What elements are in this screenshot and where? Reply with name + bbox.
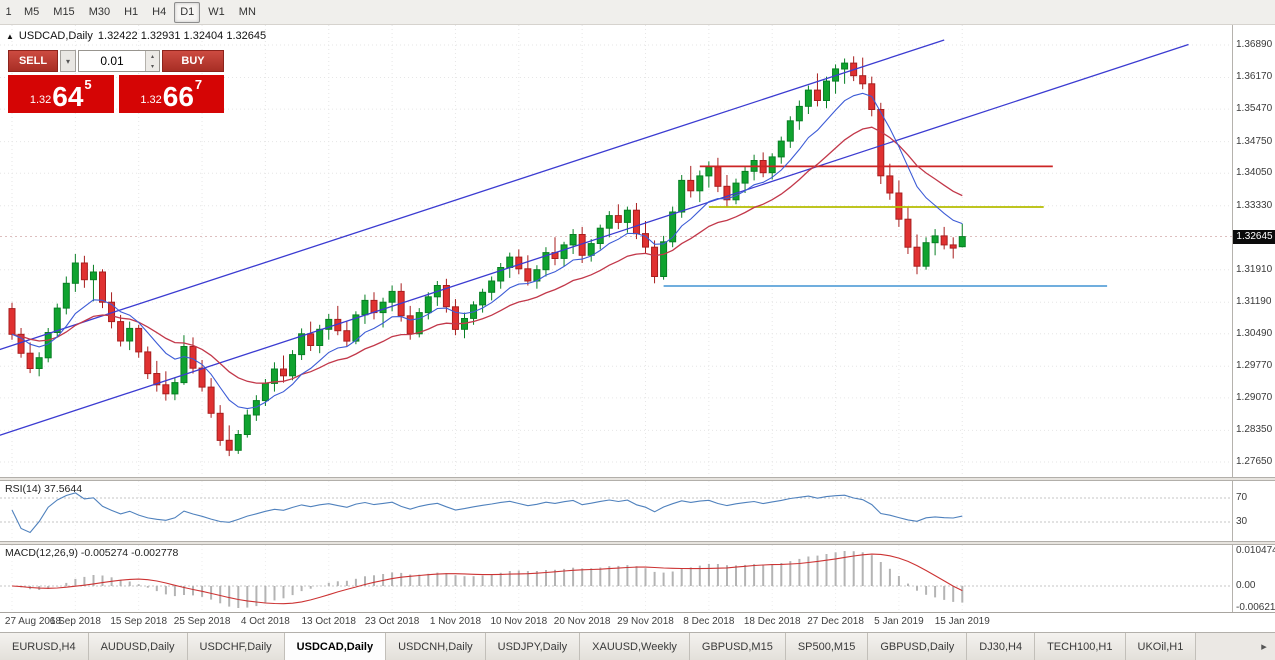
one-click-trading-panel: SELL ▾ 0.01 ▴ ▾ BUY 1.32 64 5: [8, 50, 224, 113]
buy-price-pip-digit: 7: [194, 77, 203, 92]
price-axis-label: 1.27650: [1236, 456, 1273, 467]
tab-usdjpy-daily[interactable]: USDJPY,Daily: [485, 633, 581, 660]
date-label: 27 Aug 2018: [4, 616, 62, 627]
rsi-plot[interactable]: [0, 481, 1232, 541]
timeframe-button-m15[interactable]: M15: [53, 6, 75, 18]
date-label: 25 Sep 2018: [173, 616, 231, 627]
rsi-pane: RSI(14) 37.5644: [0, 481, 1232, 541]
tab-dj30-h4[interactable]: DJ30,H4: [967, 633, 1036, 660]
tab-scroll-right-button[interactable]: ▸: [1253, 633, 1275, 660]
tab-usdchf-daily[interactable]: USDCHF,Daily: [187, 633, 285, 660]
order-type-dropdown-button[interactable]: ▾: [60, 50, 76, 72]
date-label: 20 Nov 2018: [553, 616, 611, 627]
macd-label: MACD(12,26,9) -0.005274 -0.002778: [5, 547, 179, 559]
spinner-down-icon: ▾: [150, 63, 154, 70]
date-label: 27 Dec 2018: [807, 616, 864, 627]
price-axis-label: 1.30490: [1236, 327, 1273, 339]
price-axis-label: 1.31910: [1236, 263, 1273, 275]
tab-audusd-daily[interactable]: AUDUSD,Daily: [88, 633, 188, 660]
date-label: 1 Nov 2018: [429, 616, 482, 627]
date-label: 23 Oct 2018: [364, 616, 420, 627]
date-label: 15 Jan 2019: [934, 616, 990, 627]
current-price-badge: 1.32645: [1233, 229, 1275, 244]
buy-button[interactable]: BUY: [162, 50, 224, 72]
date-label: 29 Nov 2018: [617, 616, 674, 627]
date-label: 18 Dec 2018: [743, 616, 801, 627]
timeframe-button-d1[interactable]: D1: [174, 1, 201, 23]
tab-usdcad-daily[interactable]: USDCAD,Daily: [284, 633, 387, 660]
rsi-axis-label: 30: [1236, 516, 1248, 527]
timeframe-button-m30[interactable]: M30: [88, 6, 111, 18]
tab-gbpusd-m15[interactable]: GBPUSD,M15: [689, 633, 786, 660]
macd-pane: MACD(12,26,9) -0.005274 -0.002778: [0, 545, 1232, 612]
price-axis[interactable]: 1.36890 1.36170 1.35470 1.34750 1.34050 1.333…: [1232, 25, 1275, 613]
sell-price-big-digits: 64: [52, 81, 84, 113]
sell-price-prefix: 1.32: [29, 94, 52, 106]
price-axis-label: 1.34050: [1236, 167, 1273, 179]
tab-tech100-h1[interactable]: TECH100,H1: [1035, 633, 1126, 660]
tab-xauusd-weekly[interactable]: XAUUSD,Weekly: [580, 633, 690, 660]
date-label: 5 Jan 2019: [874, 616, 924, 627]
price-axis-label: 1.28350: [1236, 424, 1273, 436]
chart-ohlc-values: 1.32422 1.32931 1.32404 1.32645: [97, 30, 267, 42]
date-label: 10 Nov 2018: [490, 616, 548, 627]
date-label: 8 Dec 2018: [683, 616, 735, 627]
date-label: 4 Oct 2018: [240, 616, 290, 627]
date-label: 15 Sep 2018: [110, 616, 168, 627]
tab-sp500-m15[interactable]: SP500,M15: [785, 633, 869, 660]
macd-axis-label: -0.006218: [1236, 602, 1275, 613]
date-label: 6 Sep 2018: [49, 616, 101, 627]
tab-usdcnh-daily[interactable]: USDCNH,Daily: [386, 633, 486, 660]
buy-price-prefix: 1.32: [140, 94, 162, 106]
tab-ukoil-h1[interactable]: UKOil,H1: [1125, 633, 1197, 660]
sell-price-display[interactable]: 1.32 64 5: [8, 75, 114, 113]
sell-price-pip-digit: 5: [84, 77, 92, 92]
time-axis[interactable]: 27 Aug 2018 6 Sep 2018 15 Sep 2018 25 Sep 2…: [0, 612, 1275, 632]
volume-stepper[interactable]: ▴ ▾: [145, 51, 159, 71]
pane-divider[interactable]: [0, 541, 1275, 545]
chevron-right-icon: ▸: [1261, 641, 1267, 653]
timeframe-button-mn[interactable]: MN: [238, 6, 256, 18]
macd-axis-label: 0.00: [1236, 580, 1256, 592]
price-axis-label: 1.29770: [1236, 360, 1273, 372]
symbol-marker-icon: ▲: [6, 31, 14, 41]
rsi-label: RSI(14) 37.5644: [5, 483, 83, 495]
chart-symbol-label: USDCAD,Daily: [18, 30, 93, 42]
timeframe-button-w1[interactable]: W1: [208, 6, 225, 18]
price-axis-label: 1.36890: [1236, 39, 1273, 50]
timeframe-toolbar: 1 M5 M15 M30 H1 H4 D1 W1 MN: [0, 0, 1275, 25]
volume-value: 0.01: [100, 54, 124, 68]
price-axis-label: 1.36170: [1236, 71, 1273, 83]
candlestick-chart[interactable]: [0, 25, 1232, 477]
date-label: 13 Oct 2018: [301, 616, 356, 627]
pane-divider[interactable]: [0, 477, 1275, 481]
timeframe-button-m5[interactable]: M5: [24, 6, 40, 18]
tab-gbpusd-daily[interactable]: GBPUSD,Daily: [868, 633, 968, 660]
chevron-down-icon: ▾: [65, 56, 70, 66]
macd-axis-label: 0.010474: [1236, 545, 1275, 556]
macd-plot[interactable]: [0, 545, 1232, 612]
price-axis-label: 1.33330: [1236, 199, 1273, 211]
tab-eurusd-h4[interactable]: EURUSD,H4: [0, 633, 89, 660]
price-axis-label: 1.29070: [1236, 391, 1273, 403]
timeframe-button-h1[interactable]: H1: [124, 6, 139, 18]
buy-price-big-digits: 66: [162, 81, 194, 113]
spinner-up-icon: ▴: [150, 53, 154, 60]
chart-header: ▲ USDCAD,Daily 1.32422 1.32931 1.32404 1…: [6, 30, 266, 42]
rsi-axis-label: 70: [1236, 492, 1248, 503]
price-axis-label: 1.31190: [1236, 296, 1272, 308]
timeframe-button-m1[interactable]: 1: [5, 6, 12, 18]
timeframe-button-h4[interactable]: H4: [152, 6, 167, 18]
buy-price-display[interactable]: 1.32 66 7: [118, 75, 224, 113]
chart-tab-bar: EURUSD,H4 AUDUSD,Daily USDCHF,Daily USDC…: [0, 632, 1275, 660]
sell-button[interactable]: SELL: [8, 50, 58, 72]
price-axis-label: 1.34750: [1236, 135, 1273, 147]
volume-input[interactable]: 0.01 ▴ ▾: [78, 50, 160, 72]
main-chart-pane: ▲ USDCAD,Daily 1.32422 1.32931 1.32404 1…: [0, 25, 1232, 477]
price-axis-label: 1.35470: [1236, 103, 1273, 115]
